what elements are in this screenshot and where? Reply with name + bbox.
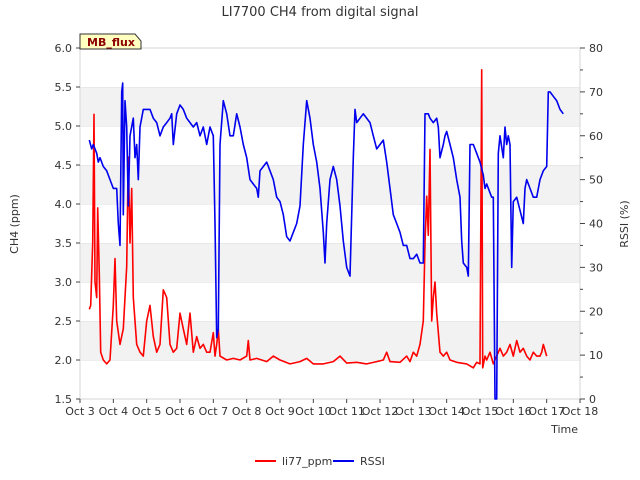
x-tick-label: Oct 17	[528, 405, 565, 418]
grid-band	[80, 87, 580, 126]
y-right-tick-label: 60	[589, 130, 603, 143]
y-right-tick-label: 40	[589, 218, 603, 231]
x-axis-ticks: Oct 3 Oct 4 Oct 5 Oct 6 Oct 7 Oct 8 Oct 9 Oct 1…	[65, 399, 598, 418]
y-left-tick-label: 2.0	[55, 354, 73, 367]
y-right-tick-label: 30	[589, 261, 603, 274]
y-left-tick-label: 5.0	[55, 120, 73, 133]
x-tick-label: Oct 13	[395, 405, 432, 418]
y-left-tick-label: 2.5	[55, 315, 73, 328]
background-bands	[80, 47, 580, 399]
site-label: MB_flux	[87, 36, 135, 49]
y-right-tick-label: 0	[589, 393, 596, 406]
x-tick-label: Oct 11	[328, 405, 365, 418]
x-tick-label: Oct 14	[428, 405, 465, 418]
series-line-li77-ppm	[88, 69, 548, 369]
series-line-rssi	[88, 82, 564, 400]
y-right-tick-label: 20	[589, 305, 603, 318]
left-axis-ticks: 1.5 2.0 2.5 3.0 3.5 4.0 4.5 5.0 5.5 6.0	[55, 42, 80, 406]
chart-title: LI7700 CH4 from digital signal	[222, 5, 419, 20]
x-axis-label: Time	[550, 423, 578, 436]
x-tick-label: Oct 9	[265, 405, 295, 418]
x-tick-label: Oct 12	[362, 405, 399, 418]
y-left-tick-label: 6.0	[55, 42, 73, 55]
legend-label-rssi: RSSI	[360, 455, 385, 468]
x-tick-label: Oct 5	[132, 405, 162, 418]
y-axis-left-label: CH4 (ppm)	[8, 194, 21, 254]
y-left-tick-label: 3.0	[55, 276, 73, 289]
grid-band	[80, 48, 580, 87]
x-tick-label: Oct 10	[295, 405, 332, 418]
y-left-tick-label: 5.5	[55, 81, 73, 94]
series-lines	[88, 69, 564, 400]
y-right-tick-label: 70	[589, 86, 603, 99]
x-tick-label: Oct 4	[99, 405, 129, 418]
y-left-tick-label: 3.5	[55, 237, 73, 250]
x-tick-label: Oct 15	[462, 405, 499, 418]
x-tick-label: Oct 8	[232, 405, 262, 418]
y-right-tick-label: 50	[589, 174, 603, 187]
y-right-tick-label: 80	[589, 42, 603, 55]
x-tick-label: Oct 3	[65, 405, 95, 418]
y-axis-right-label: RSSI (%)	[618, 200, 631, 247]
y-left-tick-label: 4.5	[55, 159, 73, 172]
grid-band	[80, 282, 580, 321]
x-tick-label: Oct 6	[165, 405, 195, 418]
x-tick-label: Oct 16	[495, 405, 532, 418]
grid-band	[80, 360, 580, 399]
site-label-box: MB_flux	[79, 33, 142, 50]
y-left-tick-label: 4.0	[55, 198, 73, 211]
y-right-tick-label: 10	[589, 349, 603, 362]
legend: li77_ppm RSSI	[255, 455, 385, 468]
x-tick-label: Oct 7	[199, 405, 229, 418]
grid-band	[80, 204, 580, 243]
legend-label-li77-ppm: li77_ppm	[282, 455, 332, 468]
right-axis-ticks: 0 10 20 30 40 50 60 70 80	[580, 42, 603, 406]
x-tick-label: Oct 18	[562, 405, 599, 418]
grid-band	[80, 243, 580, 282]
y-left-tick-label: 1.5	[55, 393, 73, 406]
grid-band	[80, 126, 580, 165]
